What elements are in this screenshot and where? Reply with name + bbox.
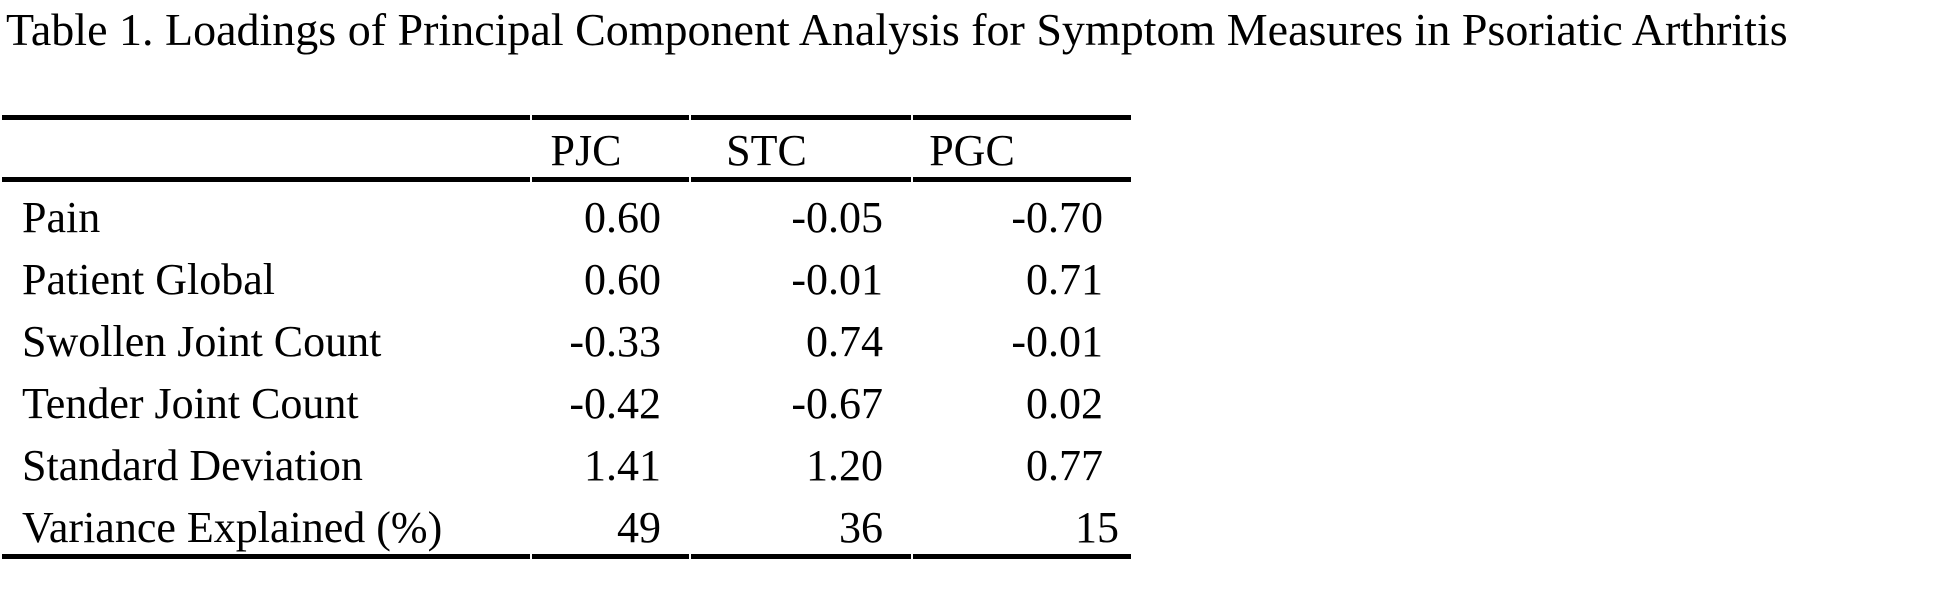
cell-stc: 1.20 — [806, 441, 883, 491]
document-page: Table 1. Loadings of Principal Component… — [0, 4, 1950, 616]
cell-pjc: 0.60 — [584, 193, 661, 243]
header-pgc: PGC — [913, 114, 1131, 182]
table-row: Pain 0.60 -0.05 -0.70 — [2, 182, 1131, 244]
header-pjc: PJC — [532, 114, 689, 182]
cell-pgc: 0.77 — [1026, 441, 1103, 491]
cell-pgc: 0.02 — [1026, 379, 1103, 429]
table-caption: Table 1. Loadings of Principal Component… — [6, 4, 1788, 55]
cell-pgc: -0.70 — [1011, 193, 1103, 243]
header-row: PJC STC PGC — [2, 114, 1131, 182]
table-row: Swollen Joint Count -0.33 0.74 -0.01 — [2, 306, 1131, 368]
cell-pjc: 49 — [532, 492, 689, 559]
cell-stc: 0.74 — [806, 317, 883, 367]
pca-loadings-table: PJC STC PGC Pain 0.60 -0.05 -0.70 Patien… — [0, 114, 1133, 559]
cell-pgc: -0.01 — [1011, 317, 1103, 367]
row-label: Patient Global — [22, 255, 275, 305]
header-empty-cell — [2, 114, 530, 182]
row-label: Tender Joint Count — [22, 379, 359, 429]
cell-stc: 36 — [691, 492, 911, 559]
row-label: Standard Deviation — [22, 441, 363, 491]
cell-pjc: -0.42 — [569, 379, 661, 429]
cell-stc: -0.01 — [791, 255, 883, 305]
header-stc: STC — [691, 114, 911, 182]
cell-pjc: 1.41 — [584, 441, 661, 491]
table-row: Standard Deviation 1.41 1.20 0.77 — [2, 430, 1131, 492]
row-label: Swollen Joint Count — [22, 317, 382, 367]
table-row: Tender Joint Count -0.42 -0.67 0.02 — [2, 368, 1131, 430]
table-row: Variance Explained (%) 49 36 15 — [2, 492, 1131, 559]
cell-stc: -0.05 — [791, 193, 883, 243]
table-row: Patient Global 0.60 -0.01 0.71 — [2, 244, 1131, 306]
cell-stc: -0.67 — [791, 379, 883, 429]
row-label: Variance Explained (%) — [2, 492, 530, 559]
cell-pgc: 15 — [913, 492, 1131, 559]
row-label: Pain — [22, 193, 101, 243]
cell-pjc: 0.60 — [584, 255, 661, 305]
cell-pgc: 0.71 — [1026, 255, 1103, 305]
cell-pjc: -0.33 — [569, 317, 661, 367]
